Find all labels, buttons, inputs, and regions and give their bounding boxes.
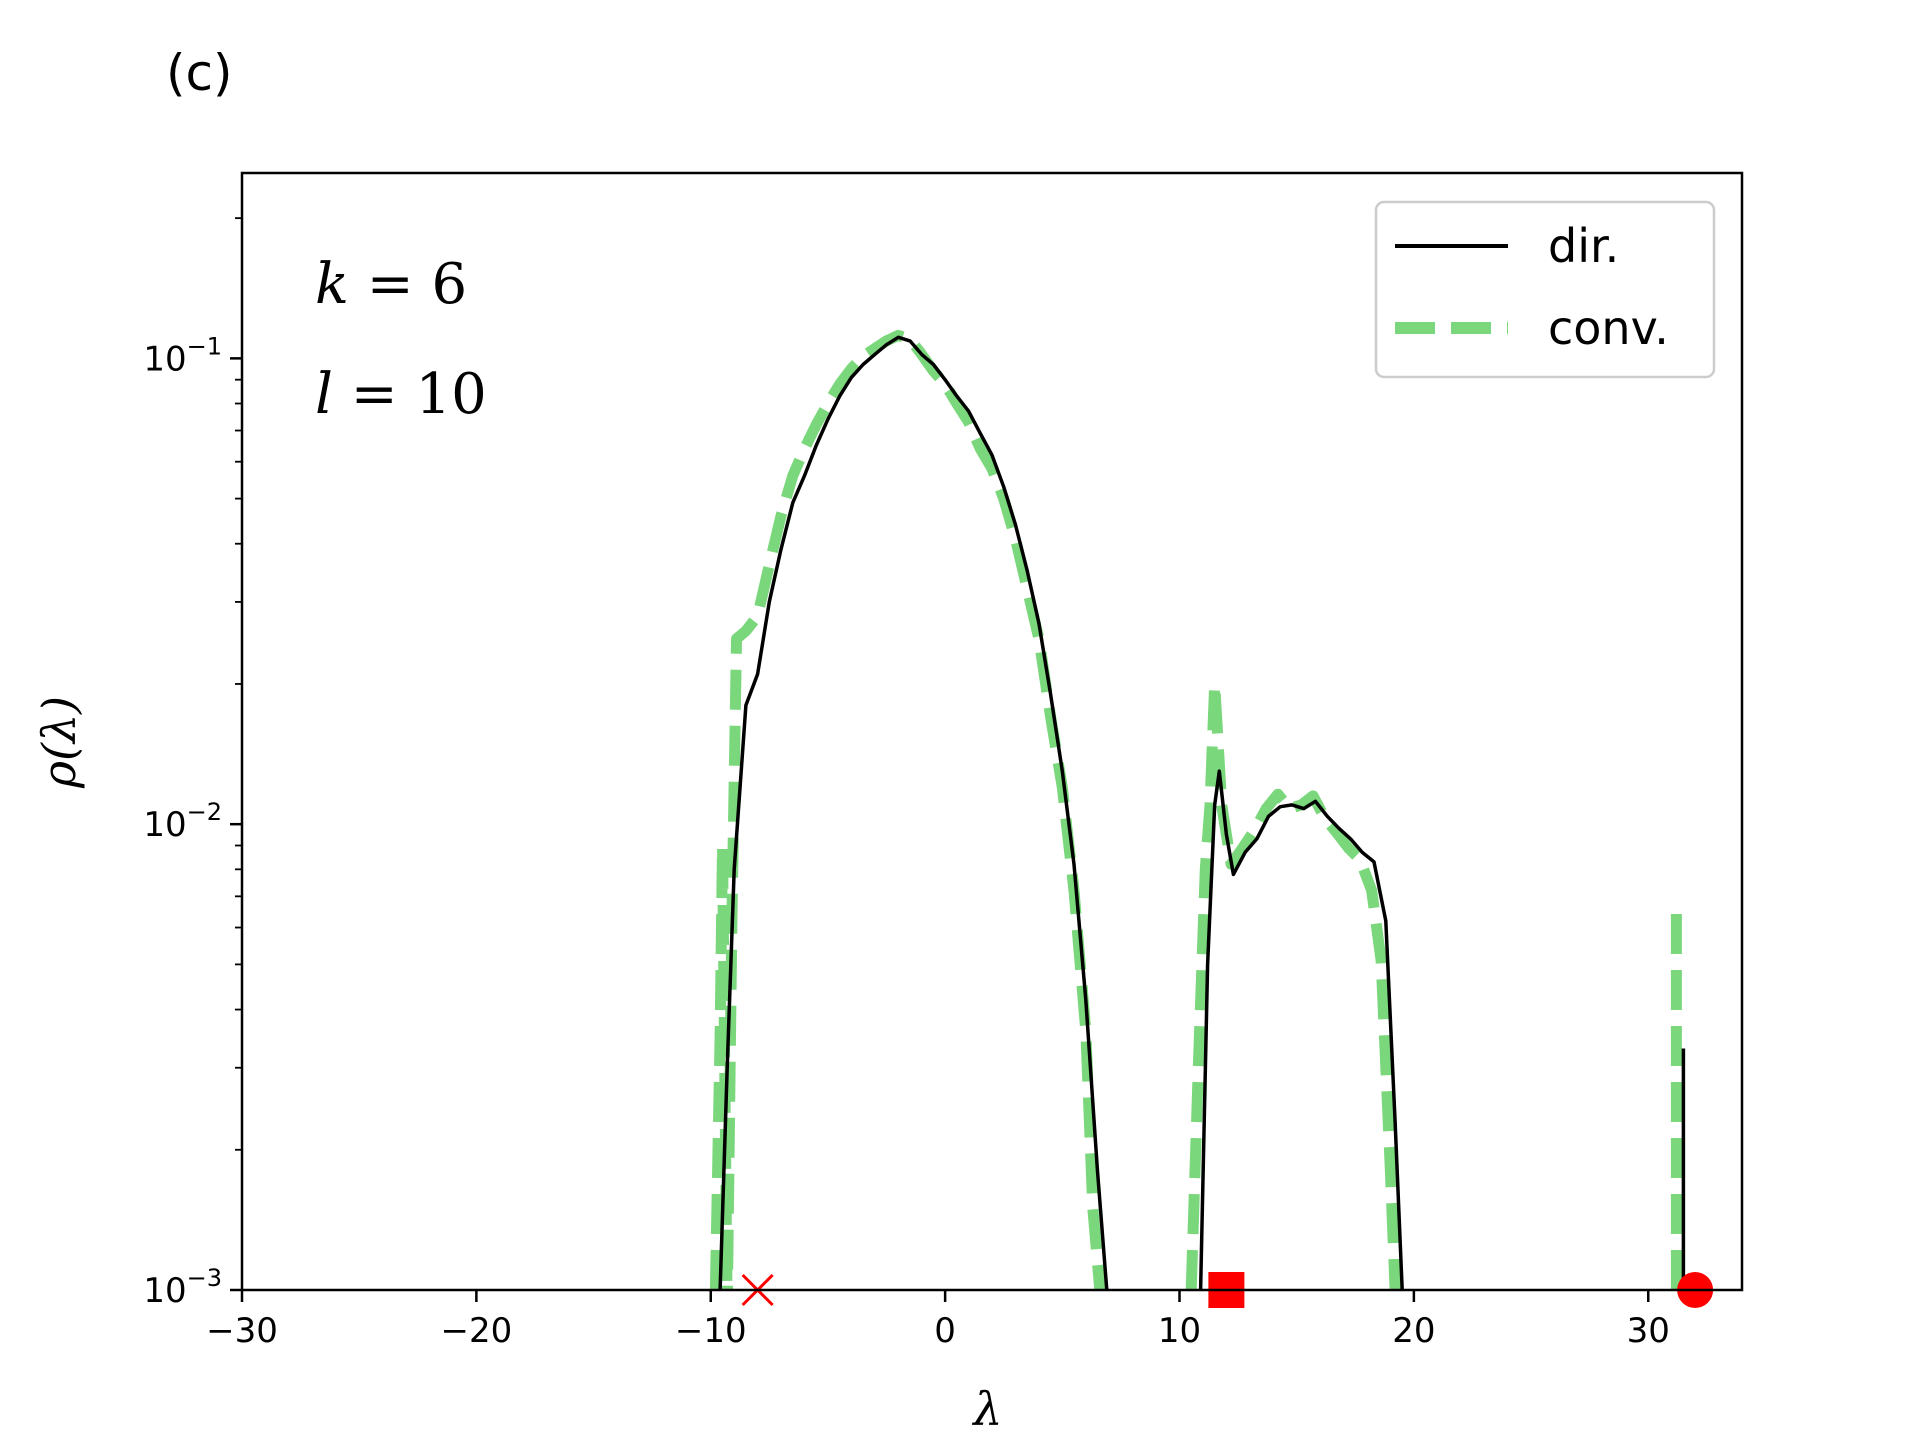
x-axis-label: λ [971,1382,1002,1432]
series-dir-segment [1198,769,1404,1290]
x-tick-label: 30 [1627,1311,1670,1351]
x-axis-ticks: −30 −20 −10 0 10 20 30 [206,1290,1670,1351]
y-tick-label: 10−2 [143,798,222,845]
x-tick-label: −20 [440,1311,512,1351]
annotations: k = 6 l = 10 [315,252,487,427]
series-layer [709,329,1686,1290]
annotation-k-eq: = 6 [349,252,467,317]
annotation-l-eq: = 10 [333,362,487,427]
legend: dir. conv. [1374,200,1716,379]
panel-label: (c) [166,44,233,102]
series-conv-segment [709,329,1106,1290]
annotation-l: l = 10 [315,362,487,427]
x-tick-label: 20 [1392,1311,1435,1351]
x-tick-label: 0 [934,1311,956,1351]
legend-label-conv: conv. [1548,301,1669,355]
series-dir-segment [718,335,1109,1290]
annotation-k: k = 6 [315,252,467,317]
series-conv-segment [1185,678,1401,1290]
plot-frame [240,171,1744,1292]
annotation-k-var: k [315,252,349,317]
y-axis-ticks: 10−3 10−2 10−1 [143,217,242,1311]
x-tick-label: 10 [1158,1311,1201,1351]
y-tick-label: 10−3 [143,1264,222,1311]
y-axis-label: ρ(λ) [32,696,86,789]
x-tick-label: −10 [675,1311,747,1351]
y-tick-label: 10−1 [143,332,222,379]
x-tick-label: −30 [206,1311,278,1351]
annotation-l-var: l [315,362,333,427]
legend-label-dir: dir. [1548,219,1619,273]
